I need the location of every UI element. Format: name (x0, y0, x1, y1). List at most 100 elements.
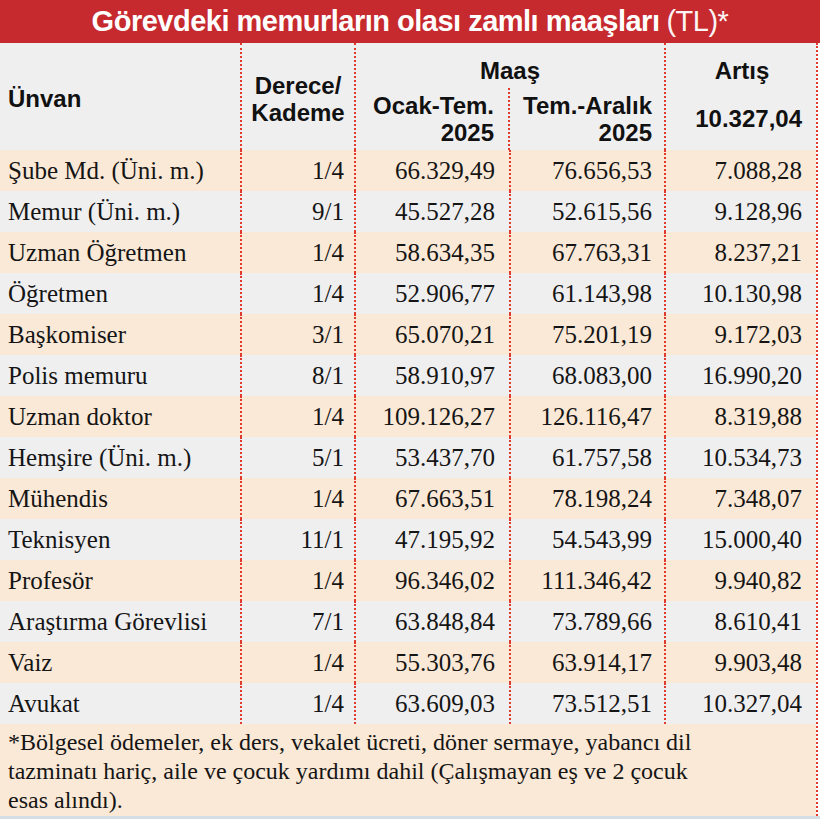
maas-subheaders: Ocak-Tem. 2025 Tem.-Aralık 2025 (356, 88, 664, 150)
cell-derece: 1/4 (242, 478, 356, 519)
column-header-artis: Artış (666, 43, 818, 88)
table-row: Profesör 1/4 96.346,02 111.346,42 9.940,… (0, 560, 816, 601)
table-body: Ünvan Derece/ Kademe Maaş Ocak-Tem. 2025… (0, 43, 818, 816)
cell-tem-aralik: 78.198,24 (511, 478, 666, 519)
cell-tem-aralik: 67.763,31 (511, 232, 666, 273)
cell-ocak-tem: 63.609,03 (356, 683, 511, 724)
cell-artis: 16.990,20 (666, 355, 818, 396)
cell-tem-aralik: 61.143,98 (511, 273, 666, 314)
cell-derece: 11/1 (242, 519, 356, 560)
cell-artis: 7.348,07 (666, 478, 818, 519)
cell-tem-aralik: 126.116,47 (511, 396, 666, 437)
cell-tem-aralik: 73.789,66 (511, 601, 666, 642)
cell-unvan: Polis memuru (0, 355, 242, 396)
cell-unvan: Profesör (0, 560, 242, 601)
table-row: Teknisyen 11/1 47.195,92 54.543,99 15.00… (0, 519, 816, 560)
cell-ocak-tem: 53.437,70 (356, 437, 511, 478)
cell-artis: 8.319,88 (666, 396, 818, 437)
table-row: Vaiz 1/4 55.303,76 63.914,17 9.903,48 (0, 642, 816, 683)
tem-aralik-line2: 2025 (599, 119, 652, 146)
table-row: Memur (Üni. m.) 9/1 45.527,28 52.615,56 … (0, 191, 816, 232)
ocak-tem-line2: 2025 (441, 119, 494, 146)
cell-artis: 9.940,82 (666, 560, 818, 601)
cell-unvan: Avukat (0, 683, 242, 724)
column-header-derece-line2: Kademe (251, 99, 344, 126)
cell-unvan: Şube Md. (Üni. m.) (0, 150, 242, 191)
cell-artis: 9.172,03 (666, 314, 818, 355)
cell-derece: 1/4 (242, 683, 356, 724)
cell-derece: 1/4 (242, 642, 356, 683)
column-header-maas: Maaş (356, 43, 664, 88)
cell-unvan: Memur (Üni. m.) (0, 191, 242, 232)
cell-derece: 7/1 (242, 601, 356, 642)
column-header-unvan: Ünvan (0, 43, 242, 150)
column-header-row: Ünvan Derece/ Kademe Maaş Ocak-Tem. 2025… (0, 43, 816, 150)
cell-unvan: Teknisyen (0, 519, 242, 560)
cell-tem-aralik: 75.201,19 (511, 314, 666, 355)
cell-ocak-tem: 65.070,21 (356, 314, 511, 355)
table-row: Başkomiser 3/1 65.070,21 75.201,19 9.172… (0, 314, 816, 355)
cell-tem-aralik: 61.757,58 (511, 437, 666, 478)
table-row: Uzman doktor 1/4 109.126,27 126.116,47 8… (0, 396, 816, 437)
cell-ocak-tem: 109.126,27 (356, 396, 511, 437)
cell-artis: 10.130,98 (666, 273, 818, 314)
cell-artis: 8.610,41 (666, 601, 818, 642)
cell-unvan: Öğretmen (0, 273, 242, 314)
table-row: Polis memuru 8/1 58.910,97 68.083,00 16.… (0, 355, 816, 396)
cell-ocak-tem: 58.910,97 (356, 355, 511, 396)
table-rows: Şube Md. (Üni. m.) 1/4 66.329,49 76.656,… (0, 150, 816, 724)
cell-tem-aralik: 111.346,42 (511, 560, 666, 601)
cell-derece: 3/1 (242, 314, 356, 355)
footnote-line-1: *Bölgesel ödemeler, ek ders, vekalet ücr… (8, 728, 804, 757)
footnote: *Bölgesel ödemeler, ek ders, vekalet ücr… (0, 724, 816, 816)
cell-ocak-tem: 66.329,49 (356, 150, 511, 191)
title-unit: (TL)* (666, 5, 728, 38)
footnote-line-3: esas alındı). (8, 786, 804, 815)
cell-ocak-tem: 47.195,92 (356, 519, 511, 560)
cell-tem-aralik: 68.083,00 (511, 355, 666, 396)
column-header-ocak-tem-2025: Ocak-Tem. 2025 (356, 88, 510, 150)
cell-derece: 9/1 (242, 191, 356, 232)
cell-artis: 7.088,28 (666, 150, 818, 191)
cell-derece: 1/4 (242, 396, 356, 437)
column-group-maas: Maaş Ocak-Tem. 2025 Tem.-Aralık 2025 (356, 43, 666, 150)
cell-ocak-tem: 58.634,35 (356, 232, 511, 273)
cell-tem-aralik: 76.656,53 (511, 150, 666, 191)
cell-artis: 8.237,21 (666, 232, 818, 273)
cell-tem-aralik: 52.615,56 (511, 191, 666, 232)
cell-ocak-tem: 96.346,02 (356, 560, 511, 601)
table-row: Uzman Öğretmen 1/4 58.634,35 67.763,31 8… (0, 232, 816, 273)
cell-tem-aralik: 54.543,99 (511, 519, 666, 560)
ocak-tem-line1: Ocak-Tem. (373, 92, 494, 119)
cell-derece: 1/4 (242, 560, 356, 601)
page-title: Görevdeki memurların olası zamlı maaşlar… (92, 5, 660, 38)
cell-derece: 1/4 (242, 273, 356, 314)
column-header-tem-aralik-2025: Tem.-Aralık 2025 (510, 88, 664, 150)
table-row: Şube Md. (Üni. m.) 1/4 66.329,49 76.656,… (0, 150, 816, 191)
cell-ocak-tem: 45.527,28 (356, 191, 511, 232)
cell-artis: 9.128,96 (666, 191, 818, 232)
cell-ocak-tem: 67.663,51 (356, 478, 511, 519)
infographic-table: Görevdeki memurların olası zamlı maaşlar… (0, 0, 820, 819)
cell-artis: 15.000,40 (666, 519, 818, 560)
cell-ocak-tem: 63.848,84 (356, 601, 511, 642)
table-row: Öğretmen 1/4 52.906,77 61.143,98 10.130,… (0, 273, 816, 314)
cell-tem-aralik: 73.512,51 (511, 683, 666, 724)
column-header-artis-group: Artış 10.327,04 (666, 43, 818, 150)
cell-artis: 10.534,73 (666, 437, 818, 478)
cell-derece: 1/4 (242, 150, 356, 191)
cell-unvan: Uzman Öğretmen (0, 232, 242, 273)
cell-derece: 8/1 (242, 355, 356, 396)
tem-aralik-line1: Tem.-Aralık (523, 92, 652, 119)
footnote-line-2: tazminatı hariç, aile ve çocuk yardımı d… (8, 757, 804, 786)
cell-unvan: Vaiz (0, 642, 242, 683)
cell-unvan: Araştırma Görevlisi (0, 601, 242, 642)
cell-derece: 1/4 (242, 232, 356, 273)
cell-unvan: Uzman doktor (0, 396, 242, 437)
column-header-derece-line1: Derece/ (255, 72, 342, 99)
cell-ocak-tem: 52.906,77 (356, 273, 511, 314)
cell-unvan: Hemşire (Üni. m.) (0, 437, 242, 478)
cell-derece: 5/1 (242, 437, 356, 478)
table-row: Mühendis 1/4 67.663,51 78.198,24 7.348,0… (0, 478, 816, 519)
column-header-artis-value: 10.327,04 (666, 88, 818, 150)
